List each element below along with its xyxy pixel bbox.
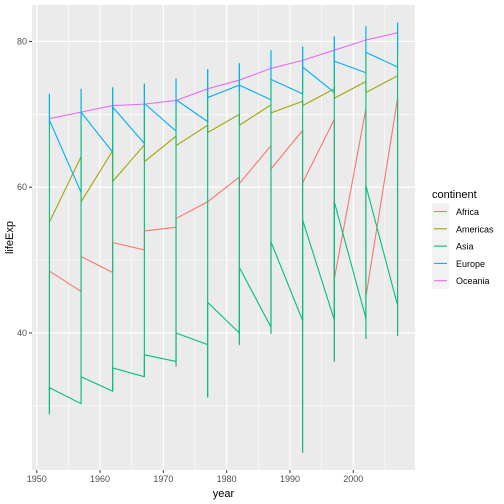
plot-panel	[32, 5, 415, 470]
y-tick-label: 60	[17, 182, 27, 192]
x-axis-title: year	[213, 488, 235, 500]
x-tick-label: 1970	[153, 474, 173, 484]
legend-label-oceania: Oceania	[456, 276, 490, 286]
y-tick-label: 80	[17, 36, 27, 46]
x-tick-label: 2000	[343, 474, 363, 484]
legend-label-asia: Asia	[456, 242, 474, 252]
x-tick-label: 1950	[27, 474, 47, 484]
x-tick-label: 1960	[90, 474, 110, 484]
x-axis: 1950 1960 1970 1980 1990 2000	[27, 470, 363, 484]
y-axis: 40 60 80	[17, 36, 32, 338]
legend-label-americas: Americas	[456, 224, 494, 234]
legend: continent Africa Americas Asia Europe Oceani…	[432, 189, 494, 290]
x-tick-label: 1980	[217, 474, 237, 484]
legend-title: continent	[432, 189, 477, 201]
y-axis-title: lifeExp	[4, 221, 16, 254]
y-tick-label: 40	[17, 328, 27, 338]
legend-label-europe: Europe	[456, 259, 485, 269]
series-line-oceania	[49, 32, 398, 120]
legend-label-africa: Africa	[456, 207, 479, 217]
series-layer	[48, 22, 399, 454]
grid-major	[32, 5, 415, 470]
x-tick-label: 1990	[280, 474, 300, 484]
